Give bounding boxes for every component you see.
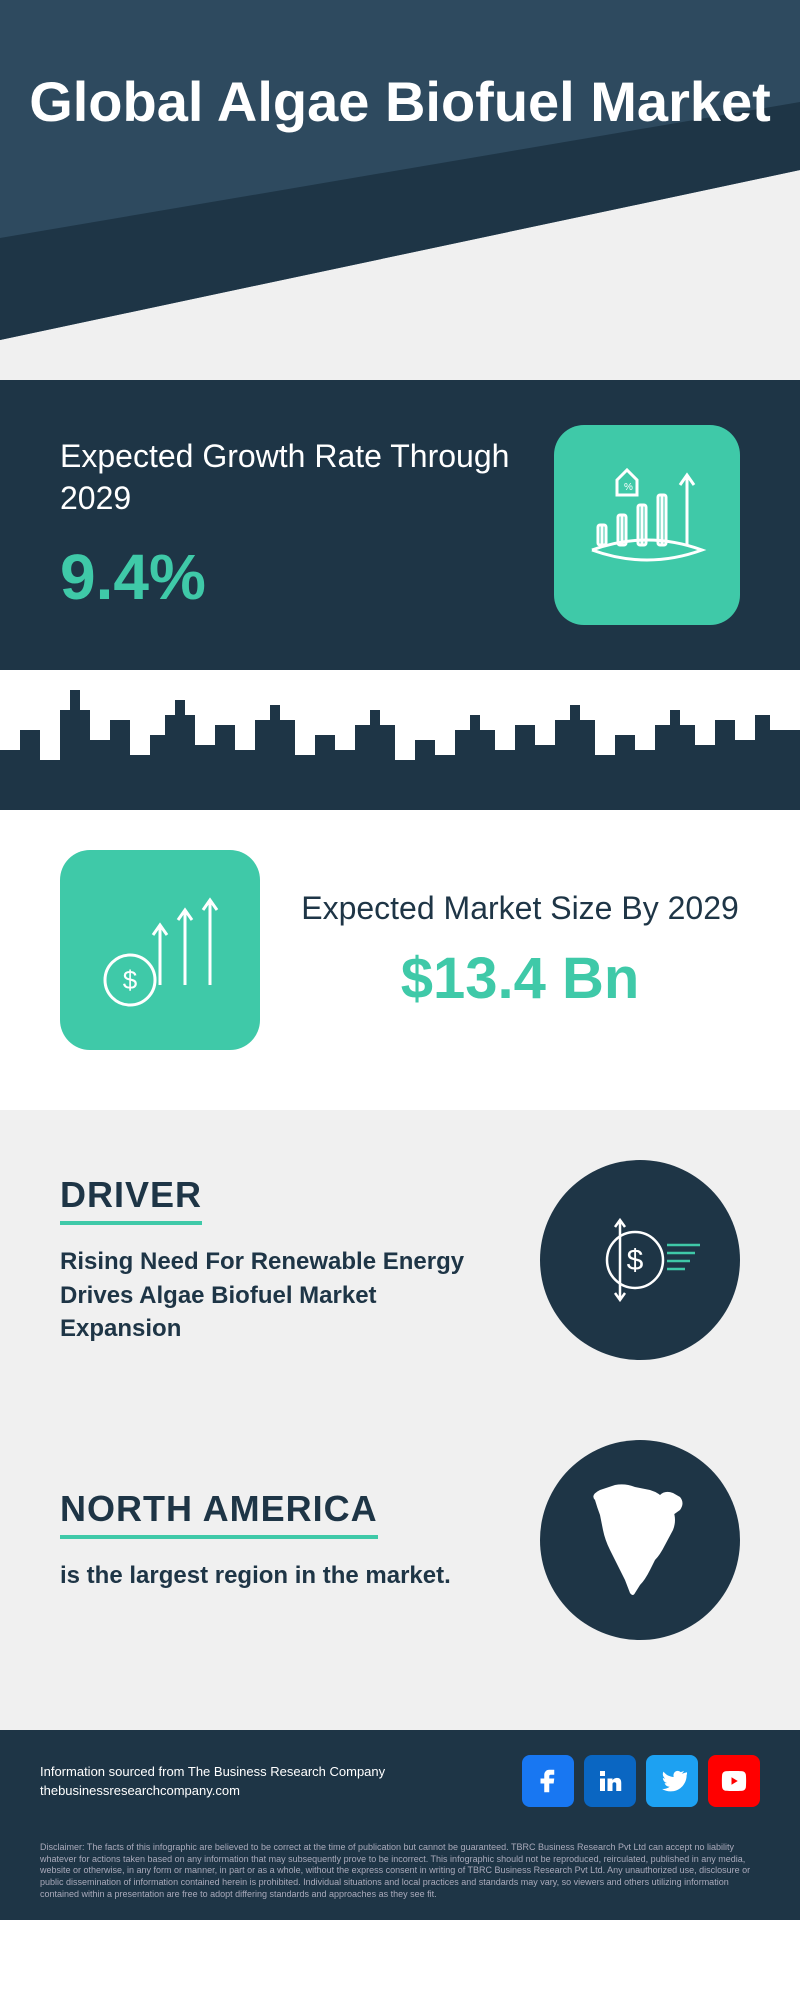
linkedin-icon[interactable]	[584, 1755, 636, 1807]
social-icons-row	[522, 1755, 760, 1807]
facebook-icon[interactable]	[522, 1755, 574, 1807]
region-section: NORTH AMERICA is the largest region in t…	[0, 1410, 800, 1730]
region-text-block: NORTH AMERICA is the largest region in t…	[60, 1488, 500, 1593]
driver-section: DRIVER Rising Need For Renewable Energy …	[0, 1110, 800, 1410]
market-size-section: $ Expected Market Size By 2029 $13.4 Bn	[0, 810, 800, 1110]
footer-source-text: Information sourced from The Business Re…	[40, 1762, 385, 1801]
growth-label: Expected Growth Rate Through 2029	[60, 436, 554, 519]
youtube-icon[interactable]	[708, 1755, 760, 1807]
header-section: Global Algae Biofuel Market	[0, 0, 800, 380]
page-title: Global Algae Biofuel Market	[0, 70, 800, 134]
driver-heading: DRIVER	[60, 1174, 202, 1225]
svg-text:$: $	[123, 965, 138, 995]
svg-text:%: %	[624, 482, 633, 493]
growth-text-block: Expected Growth Rate Through 2029 9.4%	[60, 436, 554, 613]
north-america-map-icon	[540, 1440, 740, 1640]
footer-line2: thebusinessresearchcompany.com	[40, 1781, 385, 1801]
growth-rate-section: Expected Growth Rate Through 2029 9.4% %	[0, 380, 800, 670]
market-size-icon: $	[60, 850, 260, 1050]
driver-dollar-icon: $	[540, 1160, 740, 1360]
twitter-icon[interactable]	[646, 1755, 698, 1807]
driver-text-block: DRIVER Rising Need For Renewable Energy …	[60, 1174, 500, 1346]
market-label: Expected Market Size By 2029	[300, 888, 740, 930]
market-value: $13.4 Bn	[300, 945, 740, 1012]
footer-section: Information sourced from The Business Re…	[0, 1730, 800, 1832]
market-text-block: Expected Market Size By 2029 $13.4 Bn	[300, 888, 740, 1012]
growth-chart-icon: %	[554, 425, 740, 625]
skyline-divider	[0, 670, 800, 810]
growth-value: 9.4%	[60, 540, 554, 614]
infographic-container: Global Algae Biofuel Market Expected Gro…	[0, 0, 800, 1920]
disclaimer-text: Disclaimer: The facts of this infographi…	[0, 1832, 800, 1920]
region-heading: NORTH AMERICA	[60, 1488, 378, 1539]
footer-line1: Information sourced from The Business Re…	[40, 1762, 385, 1782]
driver-description: Rising Need For Renewable Energy Drives …	[60, 1245, 500, 1346]
region-description: is the largest region in the market.	[60, 1559, 500, 1593]
svg-text:$: $	[627, 1244, 644, 1277]
